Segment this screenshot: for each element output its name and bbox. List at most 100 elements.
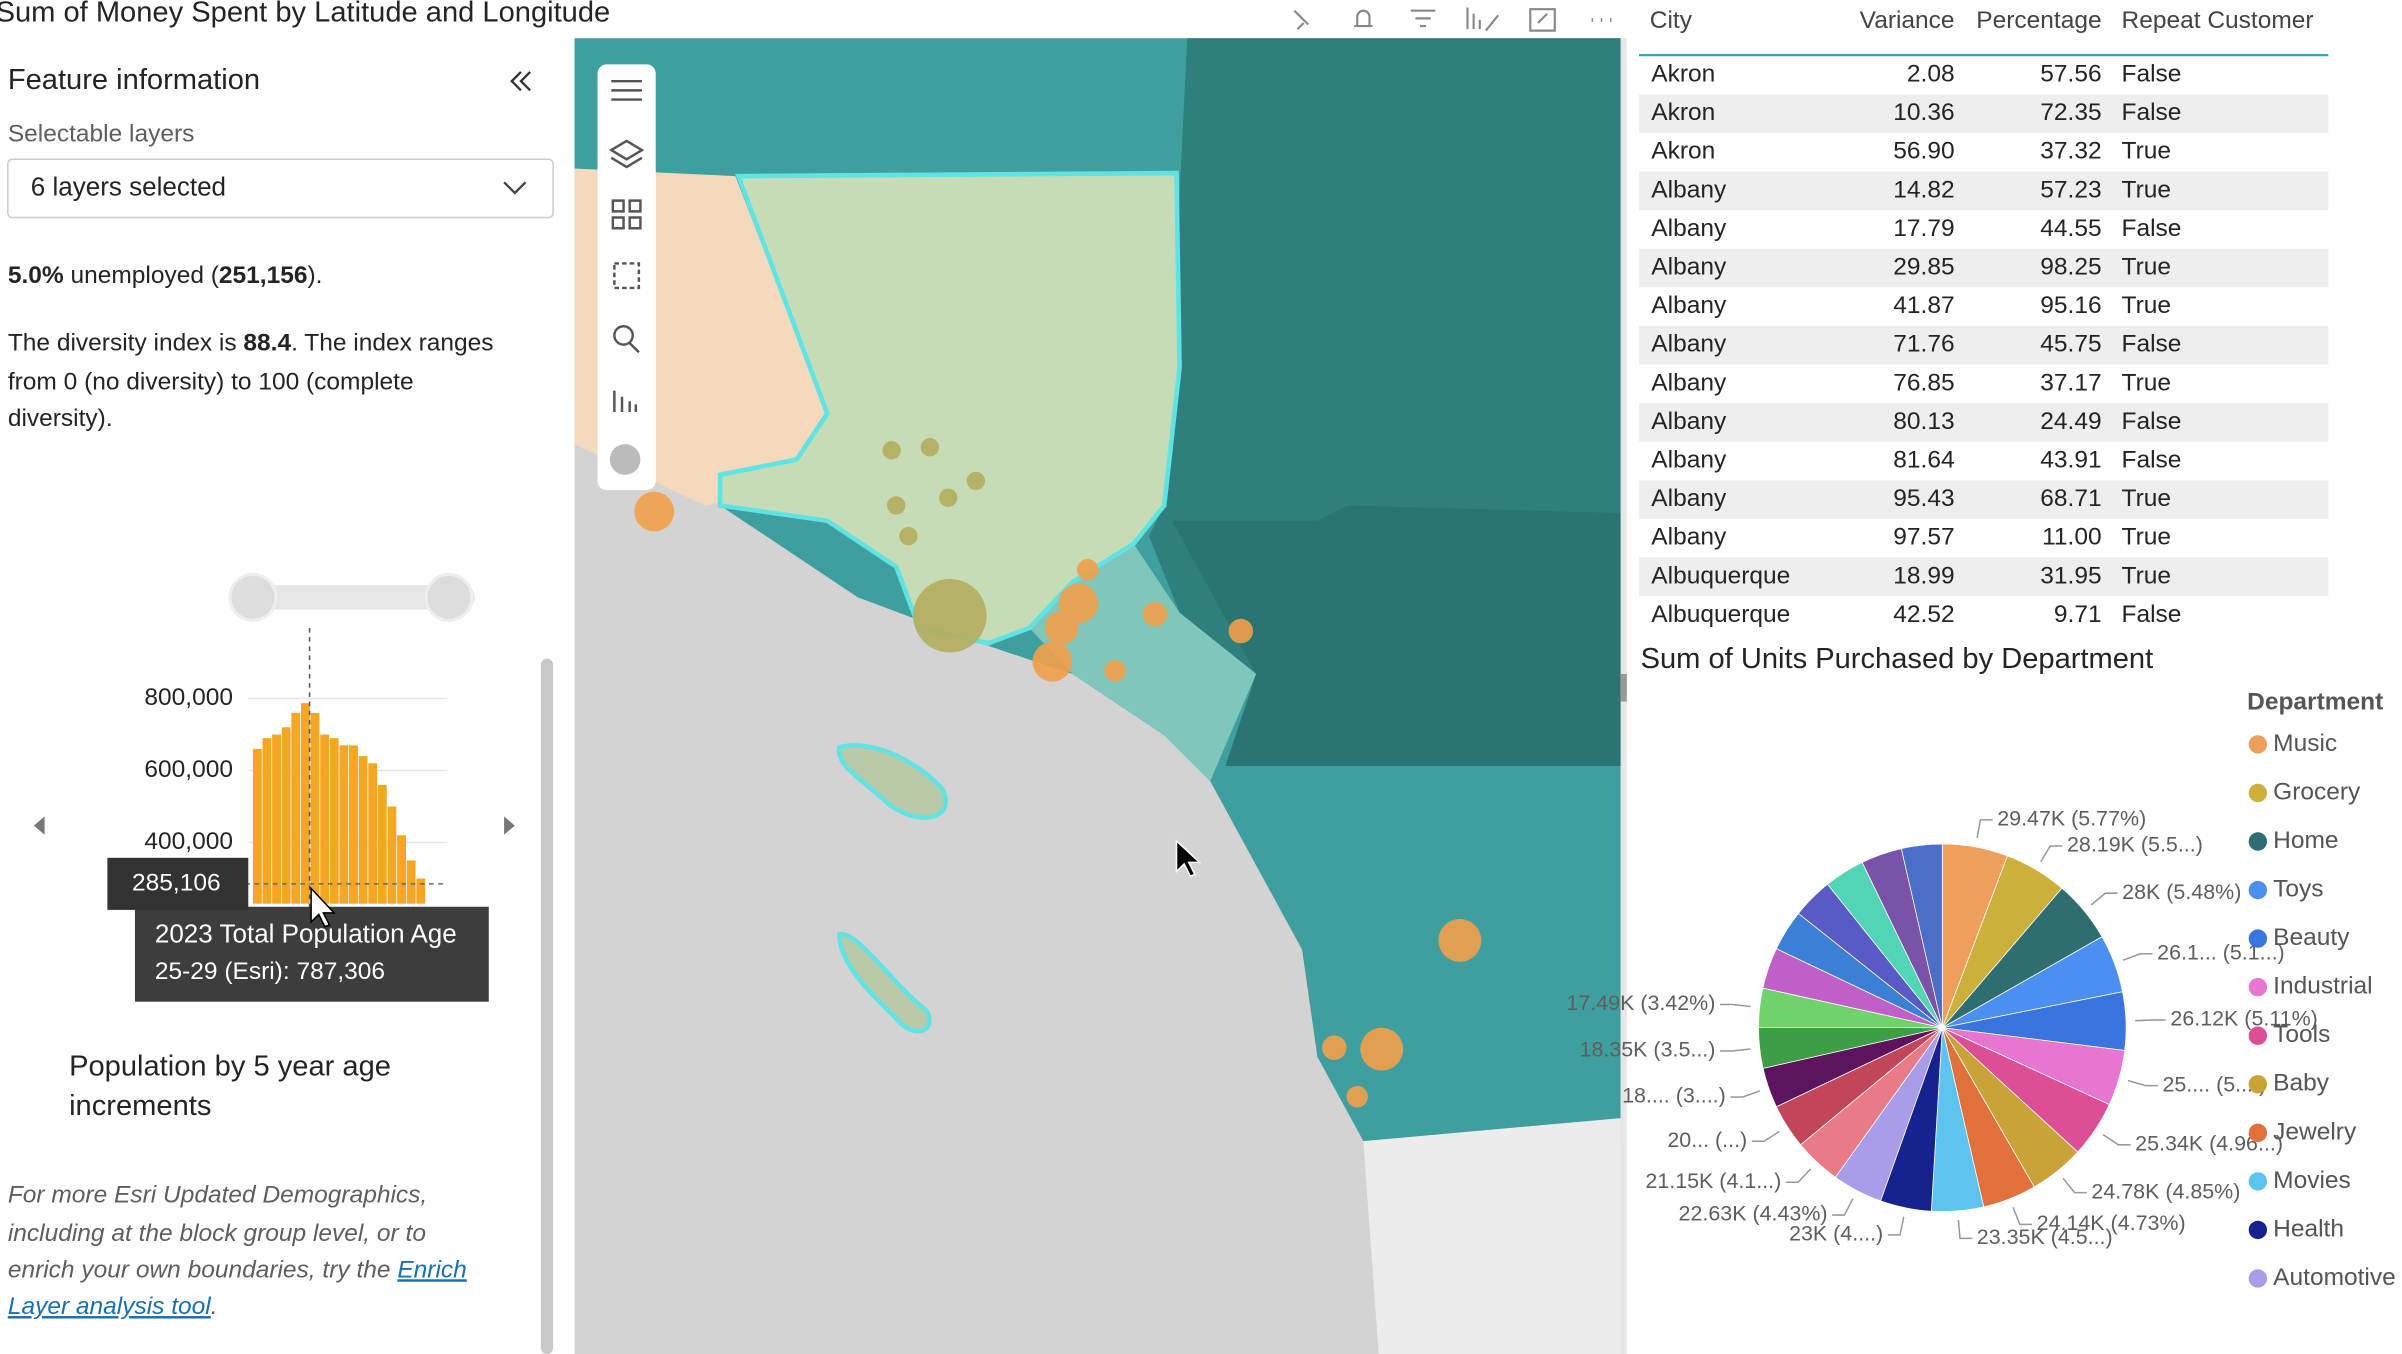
map-point (899, 526, 918, 546)
pin-button[interactable] (1293, 9, 1309, 30)
next-button[interactable] (504, 816, 515, 835)
column-header[interactable]: City (1650, 7, 1693, 34)
map-point (882, 441, 901, 460)
text-bold: 251,156 (219, 263, 308, 290)
diversity-text: from 0 (no diversity) to 100 (complete (8, 368, 414, 395)
legend-label[interactable]: Jewelry (2273, 1118, 2357, 1145)
layers-button[interactable] (608, 139, 645, 169)
data-label: 17.49K (3.42%) (1566, 991, 1715, 1015)
row-stripe (1639, 171, 2329, 211)
legend-button[interactable] (611, 199, 642, 230)
data-label: 23K (4....) (1789, 1222, 1883, 1246)
layers-dropdown[interactable] (7, 158, 554, 219)
y-tick-label: 400,000 (144, 828, 233, 855)
dropdown-arrow[interactable] (503, 181, 527, 195)
legend-label[interactable]: Health (2273, 1215, 2344, 1242)
table-cell: Albany (1651, 408, 1727, 435)
column-header[interactable]: Variance (1860, 7, 1955, 34)
alert-button[interactable] (1354, 9, 1373, 28)
feature-panel: Feature information Selectable layers 6 … (7, 64, 554, 1354)
bar (272, 734, 281, 904)
legend-label[interactable]: Home (2273, 827, 2338, 854)
table-cell: Albany (1651, 524, 1727, 551)
table-cell: Albany (1651, 331, 1727, 358)
bar (377, 784, 387, 904)
legend-marker[interactable] (2248, 1172, 2268, 1191)
resize-handle[interactable] (1620, 673, 1627, 702)
panel-title: Feature information (8, 64, 260, 96)
table-cell: False (2122, 601, 2182, 628)
legend-label[interactable]: Music (2273, 730, 2337, 757)
legend-label[interactable]: Grocery (2273, 778, 2361, 805)
legend-label[interactable]: Industrial (2273, 973, 2372, 1000)
table-cell: Albuquerque (1651, 601, 1790, 628)
legend-marker[interactable] (2248, 1075, 2268, 1094)
data-label: 20... (...) (1667, 1128, 1747, 1152)
table-cell: Albany (1651, 292, 1727, 319)
legend-label[interactable]: Movies (2273, 1167, 2351, 1194)
table-cell: True (2122, 176, 2171, 203)
table-cell: 57.23 (2040, 176, 2101, 203)
table-cell: Albany (1651, 176, 1727, 203)
slider-handle[interactable] (228, 572, 278, 622)
scrollbar[interactable] (540, 658, 554, 1354)
table-cell: 95.43 (1893, 485, 1954, 512)
legend-marker[interactable] (2248, 1269, 2268, 1288)
bar (291, 712, 301, 904)
text-bold: 5.0% (8, 263, 64, 290)
table: City Variance Percentage Repeat Customer Akr… (1639, 7, 2329, 628)
layers-label: Selectable layers (8, 120, 195, 147)
legend-label[interactable]: Automotive (2273, 1264, 2396, 1291)
legend-marker[interactable] (2248, 1026, 2268, 1045)
legend-label[interactable]: Baby (2273, 1070, 2330, 1097)
link[interactable]: Layer analysis tool (8, 1294, 211, 1321)
data-label: 22.63K (4.43%) (1679, 1202, 1828, 1226)
legend-marker[interactable] (2248, 1123, 2268, 1143)
leader-line (1887, 1216, 1905, 1236)
legend-marker[interactable] (2248, 977, 2268, 997)
user-button[interactable] (609, 444, 641, 475)
legend-marker[interactable] (2248, 783, 2268, 803)
table-cell: 2.08 (1907, 61, 1955, 88)
range-slider[interactable] (229, 585, 475, 610)
text: . The index ranges (291, 330, 493, 357)
legend-marker[interactable] (2248, 1220, 2268, 1240)
analytics-button[interactable] (613, 390, 638, 413)
column-header[interactable]: Repeat Customer (2122, 7, 2314, 34)
focus-button[interactable] (1529, 8, 1556, 32)
table-cell: Albany (1651, 369, 1727, 396)
legend-label[interactable]: Tools (2273, 1021, 2330, 1048)
link[interactable]: Enrich (397, 1257, 466, 1284)
leader-line (2090, 892, 2118, 906)
analyze-button[interactable] (1466, 7, 1499, 32)
footer-text: For more Esri Updated Demographics, (8, 1182, 427, 1209)
legend-marker[interactable] (2248, 929, 2268, 948)
legend-marker[interactable] (2248, 735, 2268, 754)
legend-marker[interactable] (2248, 832, 2268, 851)
table-cell: 10.36 (1893, 99, 1954, 126)
text: . (211, 1294, 218, 1321)
legend-label[interactable]: Toys (2273, 876, 2323, 903)
bar (397, 835, 406, 904)
table-cell: True (2122, 562, 2171, 589)
pie-slice[interactable] (1900, 843, 1943, 1028)
bar (406, 860, 416, 904)
table-cell: 43.91 (2040, 447, 2101, 474)
menu-button[interactable] (611, 79, 642, 101)
select-button[interactable] (613, 262, 641, 290)
table-cell: False (2122, 331, 2182, 358)
search-button[interactable] (613, 325, 634, 346)
text-bold: 88.4 (243, 330, 291, 357)
legend-marker[interactable] (2248, 880, 2268, 900)
slider-handle[interactable] (424, 572, 474, 622)
collapse-button[interactable] (510, 71, 531, 92)
table-cell: True (2122, 292, 2171, 319)
legend-label[interactable]: Beauty (2273, 924, 2350, 951)
column-header[interactable]: Percentage (1976, 7, 2101, 34)
filter-button[interactable] (1410, 9, 1436, 28)
table-cell: 71.76 (1893, 331, 1954, 358)
bar (387, 806, 397, 904)
previous-button[interactable] (33, 816, 45, 835)
